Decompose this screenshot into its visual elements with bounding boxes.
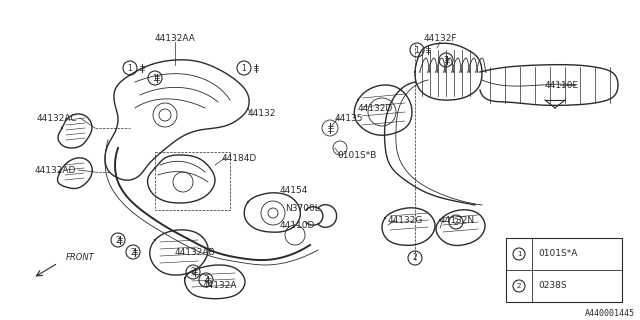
Text: 44132AB: 44132AB [175, 247, 215, 257]
Text: FRONT: FRONT [66, 253, 95, 262]
Text: 1: 1 [516, 251, 521, 257]
Text: 44132F: 44132F [423, 34, 457, 43]
Text: 2: 2 [454, 218, 458, 227]
Text: 0101S*B: 0101S*B [337, 150, 376, 159]
Text: 44132A: 44132A [203, 281, 237, 290]
Text: 1: 1 [242, 63, 246, 73]
Text: 2: 2 [131, 247, 136, 257]
Text: 2: 2 [204, 276, 209, 284]
Text: 44135: 44135 [335, 114, 364, 123]
Text: A440001445: A440001445 [585, 309, 635, 318]
Text: 44132G: 44132G [388, 215, 424, 225]
Text: 0101S*A: 0101S*A [538, 250, 577, 259]
Text: 44132AC: 44132AC [36, 114, 77, 123]
Text: 44184D: 44184D [222, 154, 257, 163]
Text: 1: 1 [444, 55, 449, 65]
Text: 2: 2 [517, 283, 521, 289]
Text: 0238S: 0238S [538, 282, 566, 291]
Text: 2: 2 [413, 253, 417, 262]
Text: 1: 1 [152, 74, 157, 83]
Text: 44132AD: 44132AD [35, 165, 76, 174]
Text: 44132D: 44132D [358, 103, 393, 113]
Text: 44154: 44154 [280, 186, 308, 195]
Text: 1: 1 [415, 45, 419, 54]
Text: 44132: 44132 [248, 108, 276, 117]
Text: N3700L: N3700L [285, 204, 320, 212]
Bar [506, 238, 622, 302]
Text: 44110D: 44110D [280, 220, 316, 229]
Text: 1: 1 [127, 63, 132, 73]
Text: 2: 2 [191, 268, 195, 276]
Text: 2: 2 [116, 236, 120, 244]
Text: 44110E: 44110E [545, 81, 579, 90]
Text: 44132N: 44132N [440, 215, 475, 225]
Text: 44132AA: 44132AA [155, 34, 195, 43]
